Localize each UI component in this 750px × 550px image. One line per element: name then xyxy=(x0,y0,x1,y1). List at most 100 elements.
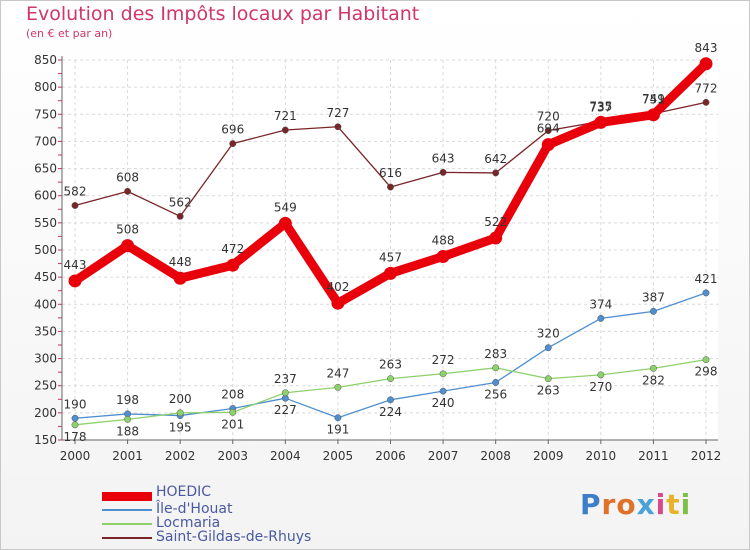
x-tick-label: 2010 xyxy=(586,449,617,463)
data-point-saint-gildas-de-rhuys xyxy=(439,168,447,176)
data-point-saint-gildas-de-rhuys xyxy=(229,140,237,148)
y-tick-label: 500 xyxy=(34,243,57,257)
data-label-saint-gildas-de-rhuys: 643 xyxy=(432,151,455,165)
y-tick-label: 700 xyxy=(34,134,57,148)
data-point-saint-gildas-de-rhuys xyxy=(281,126,289,134)
logo-letter: t xyxy=(666,488,681,521)
data-label-locmaria: 178 xyxy=(64,430,87,444)
data-label-ile-d-houat: 320 xyxy=(537,327,560,341)
data-point-locmaria xyxy=(229,408,237,416)
x-tick-label: 2011 xyxy=(638,449,669,463)
y-tick-label: 650 xyxy=(34,162,57,176)
data-label-hoedic: 472 xyxy=(221,242,244,256)
data-label-hoedic: 735 xyxy=(589,99,612,113)
data-label-hoedic: 448 xyxy=(169,255,192,269)
data-point-saint-gildas-de-rhuys xyxy=(387,183,394,191)
data-label-saint-gildas-de-rhuys: 772 xyxy=(695,81,718,95)
x-tick-label: 2002 xyxy=(165,449,196,463)
data-label-saint-gildas-de-rhuys: 562 xyxy=(169,195,192,209)
data-label-saint-gildas-de-rhuys: 721 xyxy=(274,109,297,123)
data-point-hoedic xyxy=(121,239,135,253)
y-tick-label: 200 xyxy=(34,406,57,420)
data-point-saint-gildas-de-rhuys xyxy=(334,123,342,131)
data-point-ile-d-houat xyxy=(649,307,657,315)
data-point-locmaria xyxy=(649,364,657,372)
legend-label-locmaria: Locmaria xyxy=(156,515,221,531)
data-label-ile-d-houat: 240 xyxy=(432,396,455,410)
data-label-saint-gildas-de-rhuys: 751 xyxy=(642,93,665,107)
data-point-hoedic xyxy=(699,57,713,71)
data-label-locmaria: 263 xyxy=(537,384,560,398)
data-label-locmaria: 283 xyxy=(484,347,507,361)
y-tick-label: 750 xyxy=(34,107,57,121)
data-point-saint-gildas-de-rhuys xyxy=(124,187,132,195)
chart-title: Evolution des Impôts locaux par Habitant xyxy=(26,3,420,25)
y-tick-label: 450 xyxy=(34,270,57,284)
data-point-locmaria xyxy=(176,409,184,417)
logo-letter: o xyxy=(616,488,637,521)
data-label-hoedic: 508 xyxy=(116,223,139,237)
data-point-hoedic xyxy=(173,271,187,285)
data-label-ile-d-houat: 256 xyxy=(484,387,507,401)
data-point-locmaria xyxy=(334,383,342,391)
data-point-locmaria xyxy=(71,421,79,429)
data-label-hoedic: 749 xyxy=(642,92,665,106)
data-label-ile-d-houat: 374 xyxy=(589,297,612,311)
data-label-ile-d-houat: 387 xyxy=(642,290,665,304)
data-label-hoedic: 522 xyxy=(484,215,507,229)
data-label-hoedic: 457 xyxy=(379,250,402,264)
data-label-locmaria: 200 xyxy=(169,392,192,406)
data-label-hoedic: 549 xyxy=(274,200,297,214)
x-tick-label: 2006 xyxy=(375,449,406,463)
data-label-hoedic: 488 xyxy=(432,234,455,248)
data-point-hoedic xyxy=(489,231,503,245)
data-label-locmaria: 282 xyxy=(642,373,665,387)
logo-letter: x xyxy=(636,488,656,521)
data-label-locmaria: 237 xyxy=(274,372,297,386)
y-tick-label: 800 xyxy=(34,80,57,94)
data-point-locmaria xyxy=(439,370,447,378)
logo-letter: r xyxy=(601,488,617,521)
data-point-locmaria xyxy=(387,375,394,383)
data-label-locmaria: 247 xyxy=(326,366,349,380)
data-label-ile-d-houat: 190 xyxy=(64,397,87,411)
data-label-locmaria: 263 xyxy=(379,358,402,372)
data-point-locmaria xyxy=(544,375,552,383)
data-label-hoedic: 843 xyxy=(695,41,718,55)
legend-swatch-hoedic xyxy=(102,492,152,501)
legend-swatch-saint-gildas xyxy=(102,537,152,539)
logo-letter: P xyxy=(580,488,602,521)
y-tick-label: 400 xyxy=(34,297,57,311)
data-label-locmaria: 270 xyxy=(589,380,612,394)
data-label-locmaria: 188 xyxy=(116,424,139,438)
data-label-saint-gildas-de-rhuys: 727 xyxy=(326,106,349,120)
data-point-locmaria xyxy=(597,371,605,379)
data-point-saint-gildas-de-rhuys xyxy=(71,202,79,209)
legend-label-saint-gildas: Saint-Gildas-de-Rhuys xyxy=(156,529,312,545)
data-point-hoedic xyxy=(384,266,397,280)
chart-subtitle: (en € et par an) xyxy=(26,27,113,40)
data-point-ile-d-houat xyxy=(492,379,500,386)
data-point-ile-d-houat xyxy=(439,387,447,395)
data-point-hoedic xyxy=(68,274,82,288)
data-label-ile-d-houat: 421 xyxy=(695,272,718,286)
data-label-saint-gildas-de-rhuys: 696 xyxy=(221,123,244,137)
data-label-hoedic: 694 xyxy=(537,122,560,136)
y-tick-label: 550 xyxy=(34,216,57,230)
legend-swatch-locmaria xyxy=(102,523,152,525)
data-label-ile-d-houat: 191 xyxy=(326,423,349,437)
y-tick-label: 350 xyxy=(34,324,57,338)
data-label-locmaria: 201 xyxy=(221,417,244,431)
legend-label-hoedic: HOEDIC xyxy=(156,484,212,500)
data-point-hoedic xyxy=(594,115,608,129)
y-tick-label: 850 xyxy=(34,53,57,67)
data-point-hoedic xyxy=(278,216,292,230)
data-point-ile-d-houat xyxy=(544,344,552,352)
data-label-saint-gildas-de-rhuys: 737 xyxy=(589,100,612,114)
data-label-locmaria: 272 xyxy=(432,353,455,367)
data-point-saint-gildas-de-rhuys xyxy=(544,127,552,135)
legend-swatch-ile-dhouat xyxy=(102,509,152,511)
data-label-ile-d-houat: 198 xyxy=(116,393,139,407)
data-point-ile-d-houat xyxy=(71,414,79,422)
data-label-hoedic: 402 xyxy=(326,280,349,294)
